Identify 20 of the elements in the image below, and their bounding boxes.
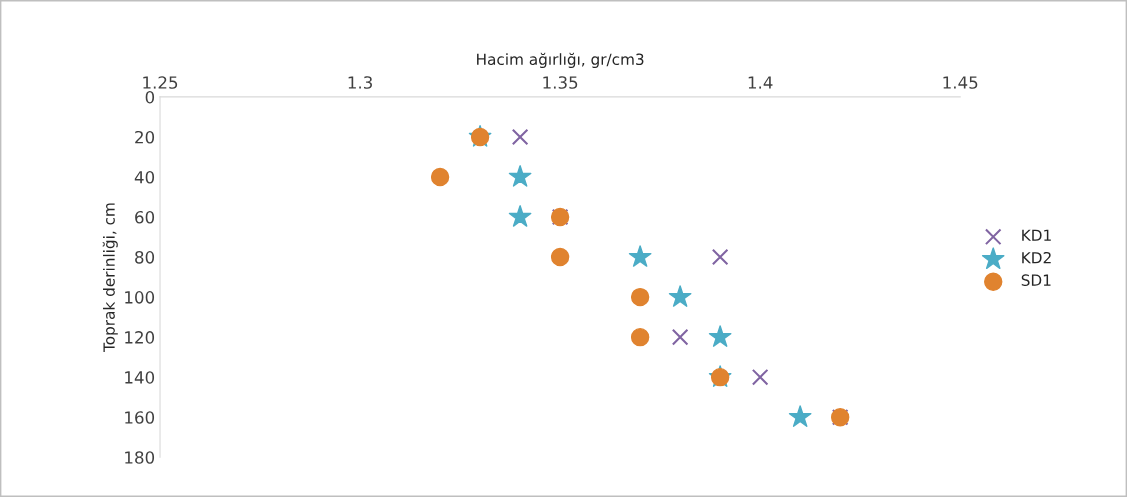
legend-label: KD1	[1022, 229, 1051, 241]
y-tick-label: 100	[125, 291, 155, 304]
legend-label: KD2	[1022, 251, 1051, 264]
legend-label: SD1	[1021, 274, 1051, 286]
y-tick-label: 40	[134, 170, 155, 184]
x-tick-label: 1.25	[143, 76, 178, 89]
y-tick-label: 20	[135, 130, 155, 144]
x-tick-label: 1.3	[348, 76, 372, 89]
y-tick-label: 0	[145, 90, 155, 104]
x-tick-label: 1.4	[748, 76, 773, 89]
x-tick-label: 1.45	[943, 76, 978, 89]
x-tick-label: 1.35	[543, 76, 578, 89]
y-tick-label: 60	[135, 210, 155, 224]
y-tick-label: 180	[125, 451, 155, 464]
x-axis-title: Hacim ağırlığı, gr/cm3	[477, 52, 644, 68]
y-tick-label: 140	[125, 371, 155, 384]
y-tick-label: 160	[125, 411, 155, 424]
y-tick-label: 120	[125, 331, 155, 344]
y-tick-label: 80	[135, 251, 155, 264]
y-axis-title: Toprak derinliği, cm	[102, 203, 118, 353]
